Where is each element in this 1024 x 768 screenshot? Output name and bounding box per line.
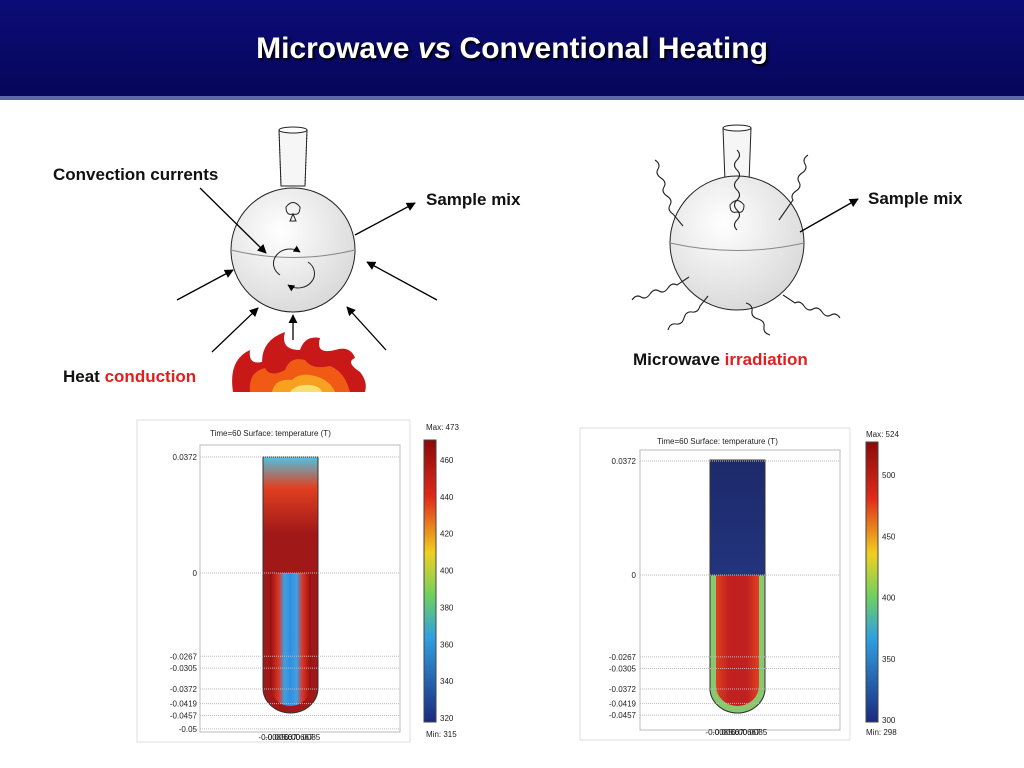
- colorbar-tick: 440: [440, 493, 454, 502]
- title: Microwave vs Conventional Heating: [0, 32, 1024, 66]
- y-tick-label: -0.0267: [170, 652, 198, 661]
- header-bar: Microwave vs Conventional Heating: [0, 0, 1024, 100]
- colorbar-tick: 400: [440, 567, 454, 576]
- x-tick-label: 0.0085: [743, 728, 768, 737]
- left-arrows: [176, 187, 438, 353]
- x-tick-label: 0: [288, 733, 293, 742]
- label: Sample mix: [868, 189, 963, 208]
- x-tick-label: 0.0085: [296, 733, 321, 742]
- label: Heat conduction: [63, 367, 196, 386]
- y-tick-label: -0.0372: [170, 685, 198, 694]
- x-tick-label: -0.00667: [712, 728, 744, 737]
- colorbar-max: Max: 473: [426, 423, 459, 432]
- label-red: irradiation: [725, 350, 808, 369]
- y-tick-label: -0.0305: [609, 664, 637, 673]
- title-italic: vs: [417, 32, 452, 65]
- microwaves: [631, 149, 841, 336]
- colorbar: [423, 439, 437, 723]
- y-tick-label: -0.0372: [609, 685, 637, 694]
- x-tick-label: 0.00667: [732, 728, 761, 737]
- label: Convection currents: [53, 165, 218, 184]
- y-tick-label: -0.05: [179, 725, 198, 734]
- colorbar-min: Min: 298: [866, 728, 897, 737]
- flames: [232, 332, 366, 392]
- x-tick-label: 0.00667: [285, 733, 314, 742]
- y-tick-label: -0.0267: [609, 653, 637, 662]
- label-red: conduction: [105, 367, 197, 386]
- y-tick-label: -0.0305: [170, 664, 198, 673]
- y-tick-label: -0.0419: [609, 699, 637, 708]
- plot-axes: [199, 444, 401, 733]
- colorbar-tick: 360: [440, 640, 454, 649]
- x-tick-label: -0.00667: [265, 733, 297, 742]
- plot-caption: Time=60 Surface: temperature (T): [657, 437, 778, 446]
- colorbar-tick: 340: [440, 677, 454, 686]
- tube-inner: [716, 575, 759, 706]
- label-text: Heat: [63, 367, 100, 386]
- colorbar-tick: 400: [882, 594, 896, 603]
- colorbar-tick: 320: [440, 714, 454, 723]
- y-tick-label: -0.0457: [609, 711, 637, 720]
- x-tick-label: 0: [735, 728, 740, 737]
- colorbar-tick: 420: [440, 530, 454, 539]
- y-tick-label: 0.0372: [173, 453, 198, 462]
- title-text: Conventional Heating: [459, 32, 768, 65]
- colorbar-min: Min: 315: [426, 730, 457, 739]
- colorbar-tick: 500: [882, 471, 896, 480]
- label-text: Microwave: [633, 350, 720, 369]
- title-text: Microwave: [256, 32, 410, 65]
- tube-inner: [270, 573, 311, 706]
- colorbar-tick: 300: [882, 716, 896, 725]
- colorbar-tick: 450: [882, 532, 896, 541]
- label: Sample mix: [426, 190, 521, 209]
- colorbar-max: Max: 524: [866, 430, 899, 439]
- arrow: [799, 198, 859, 233]
- left-flask: [230, 126, 356, 313]
- plot-caption: Time=60 Surface: temperature (T): [210, 429, 331, 438]
- y-tick-label: 0.0372: [612, 457, 637, 466]
- x-tick-label: -0.0085: [705, 728, 733, 737]
- colorbar: [865, 441, 879, 723]
- label: Microwave irradiation: [633, 350, 808, 369]
- colorbar-tick: 350: [882, 655, 896, 664]
- y-tick-label: 0: [632, 571, 637, 580]
- colorbar-tick: 380: [440, 603, 454, 612]
- y-tick-label: 0: [193, 569, 198, 578]
- y-tick-label: -0.0419: [170, 700, 198, 709]
- y-tick-label: -0.0457: [170, 711, 198, 720]
- plot-axes: [639, 449, 841, 731]
- right-flask: [669, 124, 805, 311]
- x-tick-label: -0.0085: [258, 733, 286, 742]
- colorbar-tick: 460: [440, 456, 454, 465]
